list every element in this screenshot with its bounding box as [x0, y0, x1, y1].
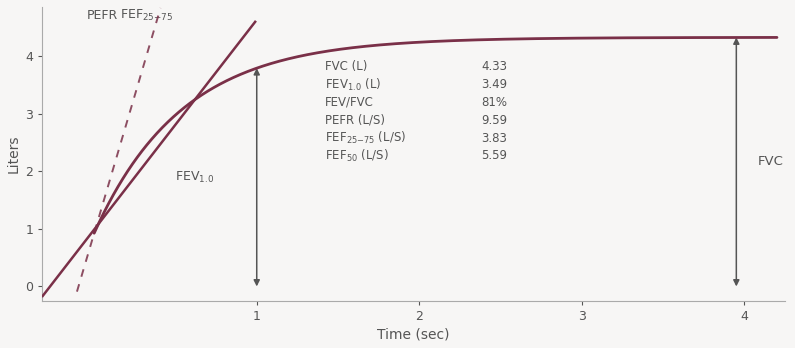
- Text: PEFR: PEFR: [87, 9, 118, 22]
- Text: 3.83: 3.83: [481, 132, 507, 144]
- Text: 3.49: 3.49: [481, 78, 507, 91]
- Text: FEV/FVC: FEV/FVC: [325, 96, 374, 109]
- Text: FEF$_{25\mathdefault{-}75}$ (L/S): FEF$_{25\mathdefault{-}75}$ (L/S): [325, 130, 406, 146]
- Text: PEFR (L/S): PEFR (L/S): [325, 114, 385, 127]
- Text: FEF$_{25\mathdefault{-}75}$: FEF$_{25\mathdefault{-}75}$: [119, 8, 173, 23]
- Text: FVC (L): FVC (L): [325, 60, 367, 73]
- Text: FEV$_{1.0}$ (L): FEV$_{1.0}$ (L): [325, 77, 382, 93]
- Text: 81%: 81%: [481, 96, 507, 109]
- Text: 5.59: 5.59: [481, 149, 507, 163]
- Text: FVC: FVC: [758, 156, 783, 168]
- Text: 9.59: 9.59: [481, 114, 507, 127]
- Text: FEF$_{50}$ (L/S): FEF$_{50}$ (L/S): [325, 148, 389, 164]
- Text: FEV$_{1.0}$: FEV$_{1.0}$: [176, 170, 215, 185]
- Y-axis label: Liters: Liters: [7, 135, 21, 173]
- Text: 4.33: 4.33: [481, 60, 507, 73]
- X-axis label: Time (sec): Time (sec): [378, 327, 450, 341]
